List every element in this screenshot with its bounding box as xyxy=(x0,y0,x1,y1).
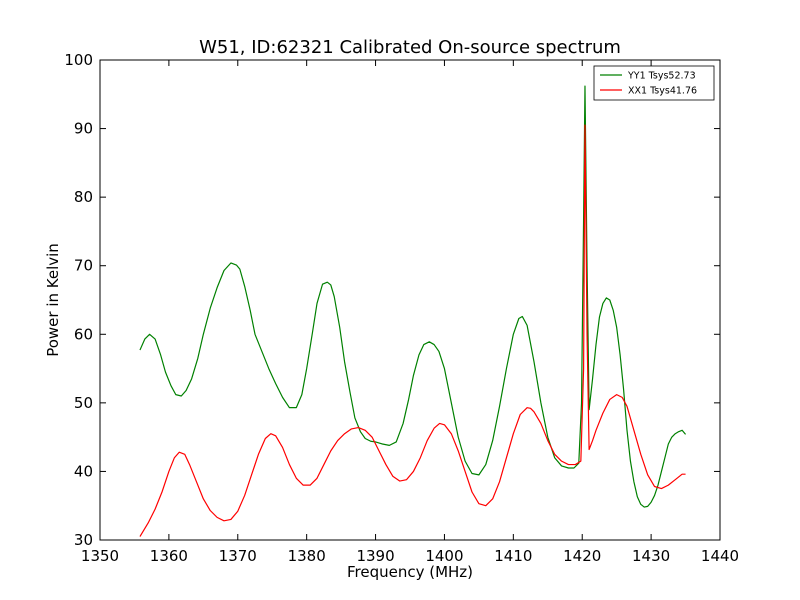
x-tick-label: 1410 xyxy=(494,547,532,565)
y-axis-label: Power in Kelvin xyxy=(44,243,62,357)
axis-ticks: 1350 1360 1370 1380 1390 1400 1410 1420 1430 1440… xyxy=(64,51,739,565)
series-line-yy1 xyxy=(139,85,687,508)
x-tick-label: 1390 xyxy=(356,547,394,565)
y-tick-label: 80 xyxy=(74,188,93,206)
x-tick-label: 1360 xyxy=(150,547,188,565)
x-tick-label: 1430 xyxy=(632,547,670,565)
y-tick-label: 30 xyxy=(74,531,93,549)
x-tick-label: 1400 xyxy=(425,547,463,565)
y-tick-label: 50 xyxy=(74,394,93,412)
y-tick-label: 60 xyxy=(74,325,93,343)
legend-label-xx1: XX1 Tsys41.76 xyxy=(628,86,697,97)
x-tick-label: 1370 xyxy=(219,547,257,565)
series-line-xx1 xyxy=(139,124,686,537)
y-tick-label: 100 xyxy=(64,51,93,69)
x-tick-label: 1420 xyxy=(563,547,601,565)
x-axis-label: Frequency (MHz) xyxy=(347,563,473,581)
x-tick-label: 1350 xyxy=(81,547,119,565)
legend-label-yy1: YY1 Tsys52.73 xyxy=(627,71,696,82)
x-tick-label: 1440 xyxy=(701,547,739,565)
chart-title: W51, ID:62321 Calibrated On-source spect… xyxy=(199,37,621,58)
plot-frame xyxy=(99,59,721,541)
legend: YY1 Tsys52.73 XX1 Tsys41.76 xyxy=(593,65,715,101)
legend-box xyxy=(593,65,715,101)
y-tick-label: 70 xyxy=(74,257,93,275)
x-tick-label: 1380 xyxy=(288,547,326,565)
series-lines xyxy=(139,85,687,537)
y-tick-label: 90 xyxy=(74,120,93,138)
y-tick-label: 40 xyxy=(74,462,93,480)
